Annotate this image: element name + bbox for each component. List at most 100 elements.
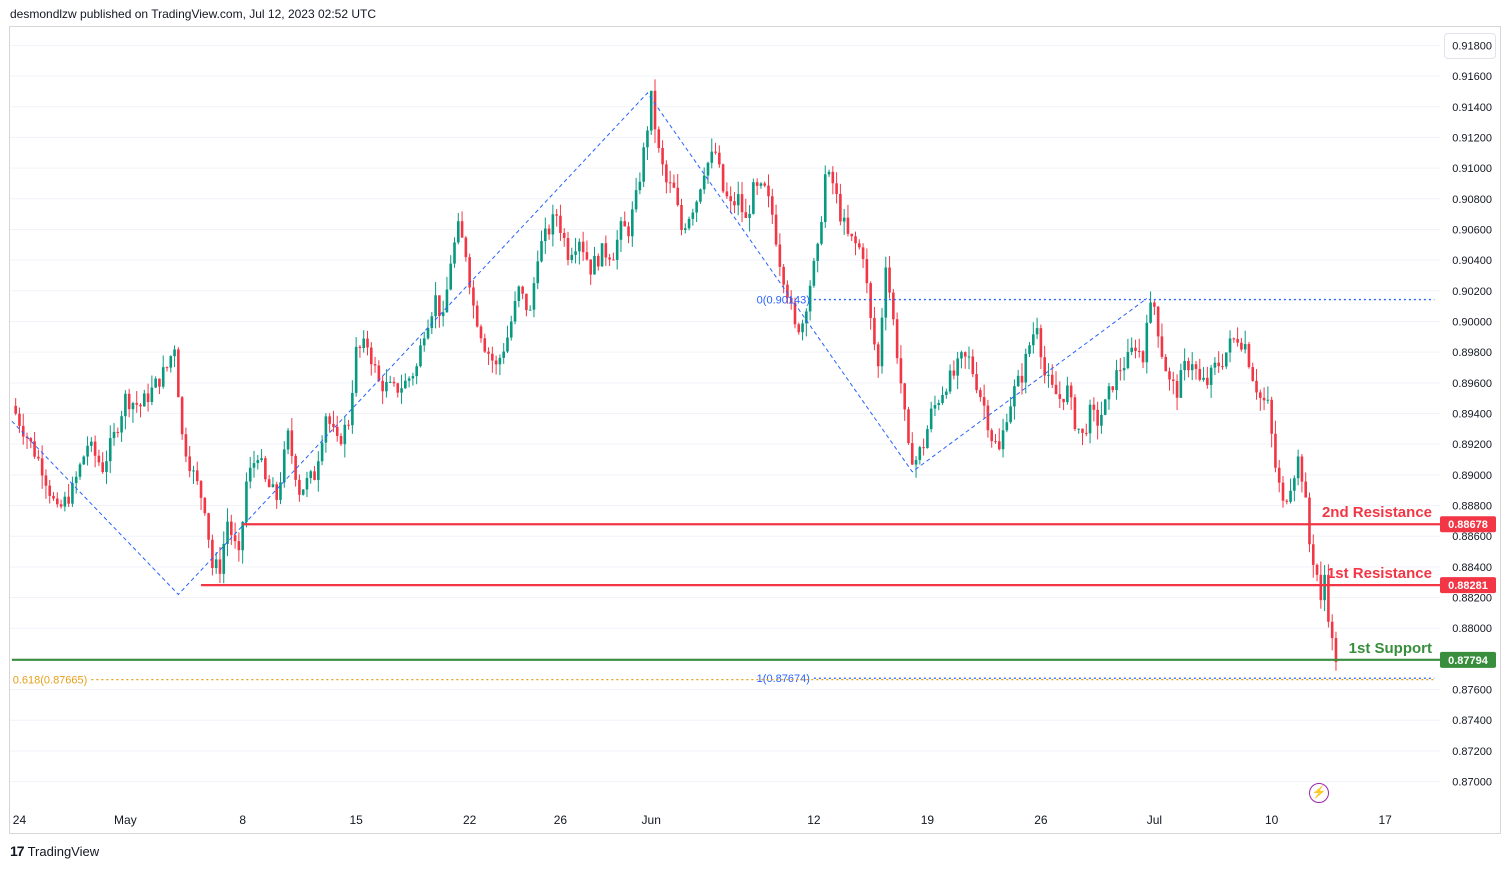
y-tick-label: 0.89600 [1452,378,1492,390]
candle-body [260,458,263,461]
candle-body [691,212,695,219]
candle-body [422,338,426,346]
candle-body [884,267,888,318]
candle-body [1005,422,1009,431]
candle-body [729,196,732,202]
candle-body [483,338,487,352]
candle-body [135,403,139,405]
candle-body [763,183,767,186]
candle-body [59,504,63,507]
x-tick-label: 19 [921,813,935,827]
candle-body [407,378,411,381]
candle-body [1088,404,1092,434]
candle-body [1084,432,1088,434]
candle-body [1327,574,1330,622]
candle-body [570,254,574,260]
x-tick-label: 12 [807,813,821,827]
candle-body [453,242,456,264]
candle-body [646,130,649,148]
y-tick-label: 0.91600 [1452,71,1492,83]
footer-branding: 17 TradingView [10,843,99,859]
candle-body [979,390,982,398]
candle-body [1202,377,1205,380]
candle-body [1069,385,1073,398]
candle-body [1240,342,1243,350]
candle-body [899,358,903,384]
candle-body [203,497,207,514]
candle-body [116,431,120,433]
candle-body [1009,406,1012,423]
chart-settings-button[interactable] [1444,33,1496,59]
candle-body [381,380,384,392]
candle-body [1187,360,1190,371]
candle-body [1300,456,1304,482]
candle-body [774,214,778,245]
candle-body [612,259,615,261]
candle-body [933,405,937,409]
candle-body [332,423,335,427]
candle-body [1194,364,1198,369]
candle-body [108,438,112,462]
candle-body [298,479,301,495]
y-tick-label: 0.90600 [1452,224,1492,236]
candle-body [744,212,748,218]
candle-body [960,352,963,359]
y-tick-label: 0.89200 [1452,439,1492,451]
candle-body [1050,374,1054,385]
candle-body [820,222,823,244]
candle-body [910,443,914,465]
candle-body [661,147,664,165]
candle-body [846,217,850,234]
candle-body [158,378,161,387]
lightning-icon[interactable]: ⚡ [1309,783,1329,803]
candle-body [29,438,33,442]
candle-body [793,302,797,325]
candle-body [752,182,755,214]
candle-body [638,181,642,191]
candle-body [914,460,918,465]
candle-body [419,345,422,367]
candle-body [150,387,154,402]
candle-body [971,356,975,375]
candle-body [362,338,366,349]
candle-body [1274,433,1277,468]
candle-body [665,164,668,183]
candle-body [714,151,717,153]
candle-body [279,482,282,500]
candle-body [74,476,78,484]
candle-body [823,174,827,223]
candle-body [1043,357,1046,376]
candle-body [491,353,494,361]
candle-body [506,337,509,352]
candle-body [275,484,279,500]
candle-body [177,349,180,398]
candle-body [574,251,577,255]
candle-body [854,236,857,244]
candle-body [1145,322,1149,363]
candle-body [169,356,173,368]
candle-body [513,300,517,322]
candle-body [857,243,861,248]
candle-body [808,285,812,312]
candle-body [1251,367,1255,381]
candle-body [188,456,191,472]
candle-body [770,196,774,215]
candle-body [929,408,933,430]
candle-body [551,214,555,235]
level-name-label: 1st Support [1349,640,1432,657]
candle-body [199,481,203,498]
candle-body [264,458,267,480]
candle-body [861,247,865,260]
candle-body [963,352,967,357]
candle-body [903,383,906,410]
candle-body [786,284,789,298]
candle-body [797,324,801,333]
candle-body [1160,336,1164,357]
candle-body [608,257,611,260]
candle-body [233,535,237,542]
candle-body [78,464,82,477]
candle-body [687,218,691,229]
candle-body [317,461,320,480]
candle-body [1016,375,1020,387]
